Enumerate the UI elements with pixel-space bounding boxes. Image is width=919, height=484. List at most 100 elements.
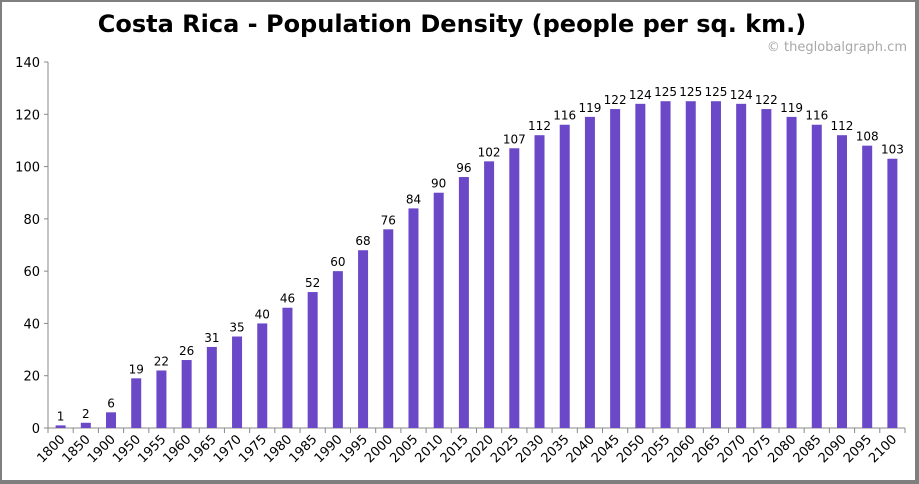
bar bbox=[55, 425, 66, 428]
x-tick-label: 2080 bbox=[765, 432, 799, 466]
data-label: 90 bbox=[431, 177, 446, 191]
x-tick-label: 1955 bbox=[135, 432, 169, 466]
x-tick-label: 2035 bbox=[539, 432, 573, 466]
bar bbox=[635, 103, 646, 428]
x-tick-label: 2025 bbox=[488, 432, 522, 466]
bar bbox=[736, 103, 747, 428]
data-label: 19 bbox=[129, 362, 144, 376]
bar bbox=[811, 124, 822, 428]
data-label: 46 bbox=[280, 292, 295, 306]
data-label: 40 bbox=[255, 307, 270, 321]
bar bbox=[786, 116, 797, 429]
bar bbox=[862, 145, 873, 428]
x-tick-label: 2065 bbox=[690, 432, 724, 466]
data-label: 1 bbox=[57, 409, 65, 423]
data-label: 119 bbox=[578, 101, 601, 115]
bar bbox=[685, 101, 696, 428]
y-tick-label: 120 bbox=[15, 108, 40, 123]
bar bbox=[282, 307, 293, 428]
x-tick-label: 2055 bbox=[639, 432, 673, 466]
x-tick-label: 2095 bbox=[841, 432, 875, 466]
y-tick-label: 80 bbox=[23, 213, 40, 228]
x-tick-label: 1965 bbox=[186, 432, 220, 466]
data-label: 112 bbox=[831, 119, 854, 133]
y-tick-label: 20 bbox=[23, 370, 40, 385]
data-label: 2 bbox=[82, 407, 90, 421]
x-tick-label: 2020 bbox=[463, 432, 497, 466]
data-label: 102 bbox=[478, 145, 501, 159]
data-label: 125 bbox=[654, 85, 677, 99]
x-tick-label: 2060 bbox=[665, 432, 699, 466]
y-tick-label: 100 bbox=[15, 161, 40, 176]
data-label: 26 bbox=[179, 344, 194, 358]
data-label: 68 bbox=[355, 234, 370, 248]
x-tick-label: 2015 bbox=[438, 432, 472, 466]
bar bbox=[181, 360, 192, 428]
bar bbox=[761, 109, 772, 429]
bar bbox=[584, 116, 595, 429]
x-tick-label: 1990 bbox=[312, 432, 346, 466]
data-label: 103 bbox=[881, 143, 904, 157]
x-tick-label: 2040 bbox=[564, 432, 598, 466]
bar bbox=[307, 292, 318, 428]
bar bbox=[383, 229, 394, 428]
data-label: 122 bbox=[755, 93, 778, 107]
data-label: 84 bbox=[406, 192, 421, 206]
bar bbox=[660, 101, 671, 428]
data-label: 124 bbox=[730, 88, 753, 102]
data-label: 125 bbox=[705, 85, 728, 99]
x-tick-label: 1960 bbox=[160, 432, 194, 466]
bar bbox=[433, 192, 444, 428]
bar bbox=[458, 177, 469, 428]
x-tick-label: 2010 bbox=[413, 432, 447, 466]
data-label: 124 bbox=[629, 88, 652, 102]
bar bbox=[559, 124, 570, 428]
x-tick-label: 2070 bbox=[715, 432, 749, 466]
data-label: 22 bbox=[154, 354, 169, 368]
bar bbox=[484, 161, 495, 429]
data-label: 122 bbox=[604, 93, 627, 107]
bar bbox=[610, 109, 621, 429]
data-label: 52 bbox=[305, 276, 320, 290]
bar bbox=[80, 422, 91, 428]
x-tick-label: 2100 bbox=[866, 432, 900, 466]
data-label: 31 bbox=[204, 331, 219, 345]
data-label: 116 bbox=[805, 109, 828, 123]
x-tick-label: 1970 bbox=[211, 432, 245, 466]
data-label: 6 bbox=[107, 396, 115, 410]
y-tick-label: 0 bbox=[32, 422, 40, 437]
chart-title: Costa Rica - Population Density (people … bbox=[97, 10, 807, 38]
data-label: 107 bbox=[503, 132, 526, 146]
x-tick-label: 1975 bbox=[236, 432, 270, 466]
bar bbox=[408, 208, 419, 428]
data-label: 125 bbox=[679, 85, 702, 99]
y-tick-label: 60 bbox=[23, 265, 40, 280]
x-tick-label: 2000 bbox=[362, 432, 396, 466]
bar bbox=[887, 158, 898, 428]
data-label: 119 bbox=[780, 101, 803, 115]
bar bbox=[156, 370, 167, 428]
x-tick-label: 1900 bbox=[85, 432, 119, 466]
x-tick-label: 2005 bbox=[387, 432, 421, 466]
data-label: 112 bbox=[528, 119, 551, 133]
bar bbox=[106, 412, 117, 428]
bar bbox=[534, 135, 545, 428]
x-tick-label: 1850 bbox=[60, 432, 94, 466]
bar bbox=[206, 346, 217, 428]
x-tick-label: 1980 bbox=[261, 432, 295, 466]
y-tick-label: 40 bbox=[23, 317, 40, 332]
x-tick-label: 1800 bbox=[34, 432, 68, 466]
bar bbox=[232, 336, 243, 428]
x-tick-label: 2075 bbox=[740, 432, 774, 466]
data-label: 76 bbox=[381, 213, 396, 227]
x-tick-label: 2030 bbox=[513, 432, 547, 466]
x-tick-label: 2085 bbox=[791, 432, 825, 466]
x-tick-label: 1985 bbox=[286, 432, 320, 466]
watermark: © theglobalgraph.cm bbox=[766, 40, 907, 55]
data-label: 108 bbox=[856, 130, 879, 144]
data-label: 96 bbox=[456, 161, 471, 175]
y-tick-label: 140 bbox=[15, 56, 40, 71]
bar bbox=[836, 135, 847, 428]
data-label: 116 bbox=[553, 109, 576, 123]
